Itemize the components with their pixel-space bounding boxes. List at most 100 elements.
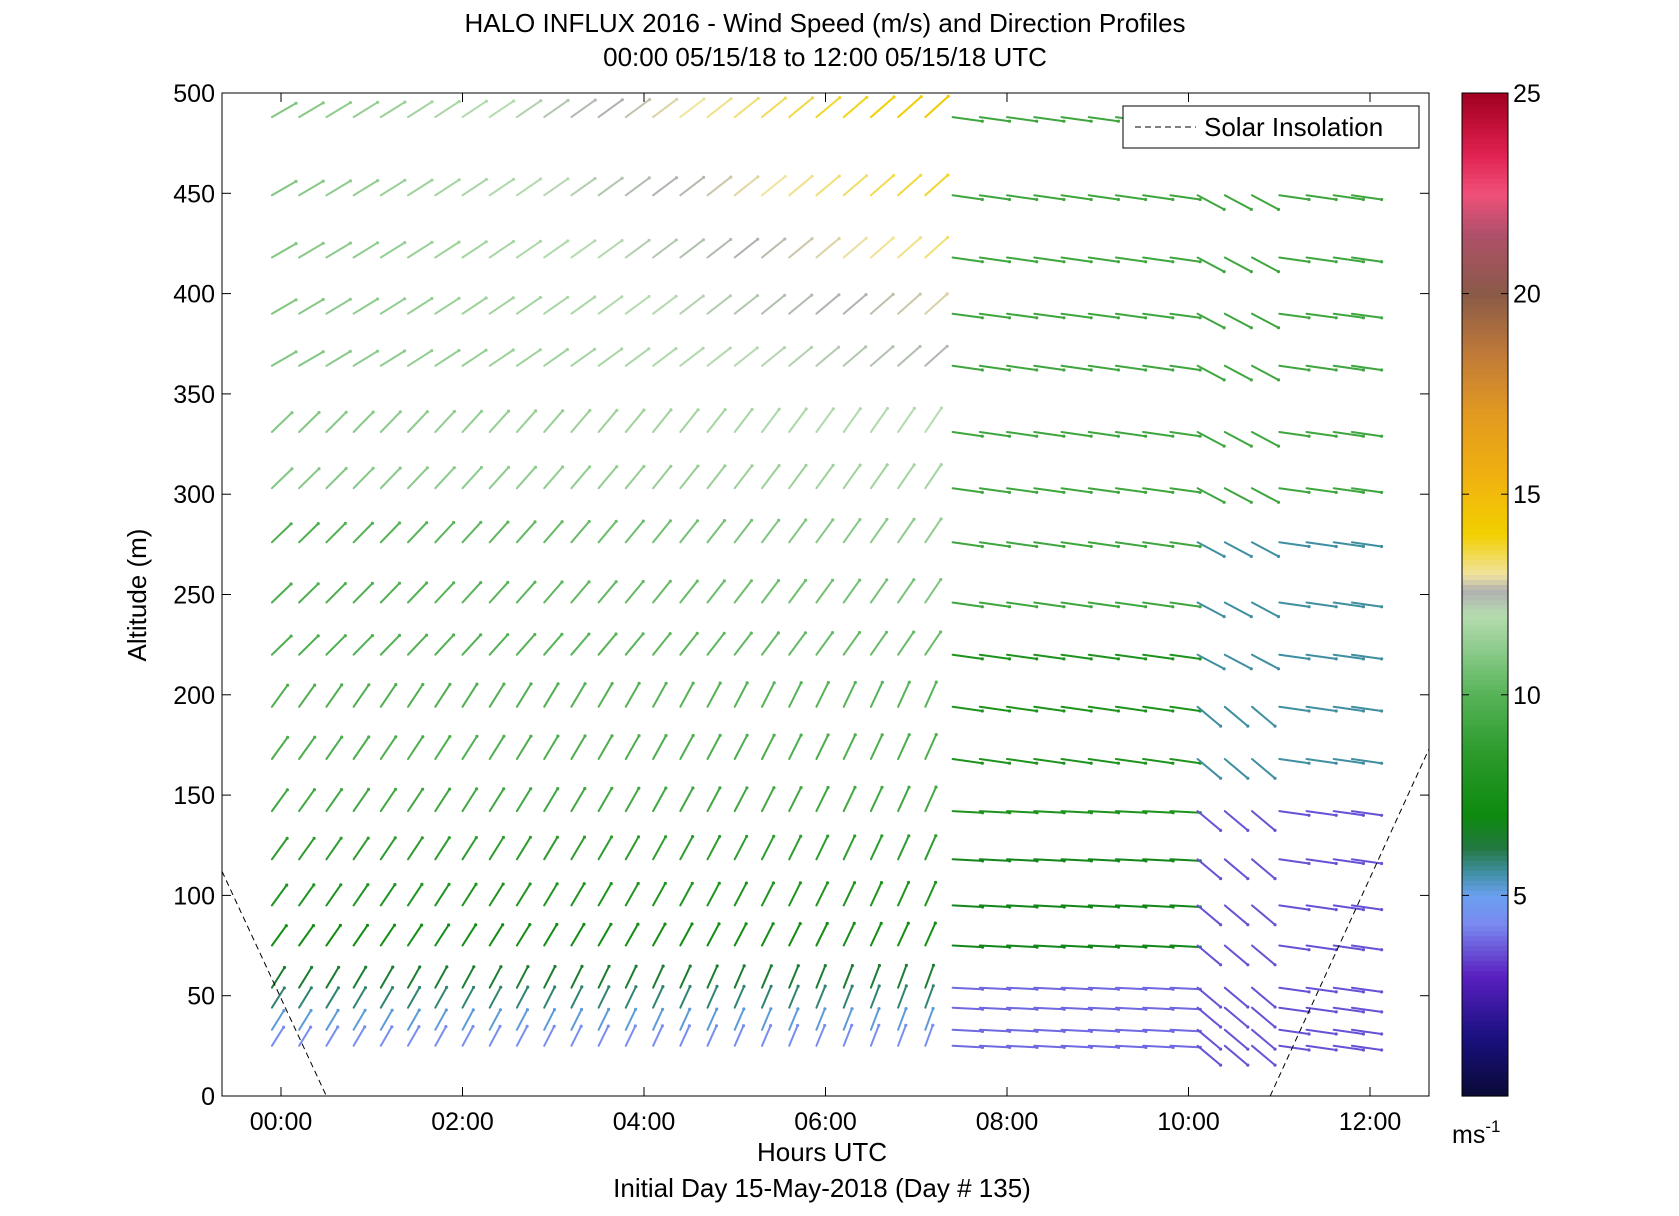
wind-vector-tip [756, 175, 760, 179]
wind-vector [352, 986, 367, 1009]
wind-vector-tip [717, 881, 721, 885]
wind-vector [543, 240, 569, 259]
wind-vector-tip [857, 630, 862, 635]
wind-vector-tip [282, 1009, 286, 1013]
wind-vector-tip [393, 883, 397, 887]
colorbar-band [1462, 333, 1508, 340]
wind-vector [679, 965, 692, 989]
wind-vector-tip [1334, 605, 1338, 609]
wind-vector [515, 581, 536, 604]
wind-vector [488, 883, 505, 907]
wind-vector-tip [904, 963, 909, 968]
wind-vector-tip [783, 175, 787, 179]
wind-vector-tip [636, 835, 641, 839]
wind-vector-tip [501, 882, 505, 886]
wind-vector [1350, 541, 1383, 548]
wind-vector-tip [1062, 316, 1066, 320]
wind-vector [978, 944, 1011, 949]
wind-vector [407, 1025, 420, 1047]
wind-vector [597, 1025, 610, 1047]
wind-vector-tip [1089, 368, 1093, 372]
wind-vector-tip [615, 408, 619, 412]
wind-vector [815, 734, 830, 760]
wind-vector-tip [980, 605, 984, 609]
wind-vector-tip [718, 834, 722, 839]
wind-vector-tip [289, 522, 293, 526]
wind-vector [352, 966, 367, 989]
wind-vector [842, 345, 867, 367]
wind-vector-tip [511, 99, 516, 103]
wind-vector [924, 681, 938, 708]
wind-vector-tip [850, 1007, 854, 1011]
colorbar-band [1462, 890, 1508, 896]
wind-vector-tip [321, 350, 325, 354]
wind-vector [897, 1024, 907, 1047]
wind-vector-tip [448, 787, 452, 791]
y-tick-label: 500 [173, 80, 215, 108]
wind-vector [679, 347, 705, 367]
colorbar-band [1462, 248, 1508, 255]
wind-vector [1006, 986, 1038, 991]
wind-vector-tip [906, 880, 911, 885]
wind-vector-tip [796, 1023, 800, 1028]
wind-vector-tip [728, 294, 733, 298]
wind-vector-tip [809, 345, 814, 349]
wind-vector-tip [1334, 861, 1338, 866]
wind-vector-tip [294, 101, 298, 105]
wind-vector [1332, 431, 1365, 438]
wind-vector-tip [425, 521, 429, 525]
wind-vector-tip [661, 964, 665, 968]
colorbar-band [1462, 1045, 1508, 1052]
wind-vector [461, 297, 488, 315]
wind-vector-tip [1116, 709, 1120, 713]
wind-vector-tip [1307, 605, 1311, 609]
wind-vector-tip [499, 965, 503, 969]
colorbar-band [1462, 1040, 1508, 1047]
wind-vector-tip [718, 786, 722, 790]
wind-vector-tip [321, 297, 325, 302]
wind-vector [869, 345, 894, 367]
wind-vector [1006, 541, 1038, 548]
colorbar-band [1462, 980, 1508, 987]
wind-vector-tip [804, 518, 808, 522]
y-tick-label: 300 [173, 481, 215, 509]
wind-vector [1006, 758, 1038, 765]
wind-vector-tip [417, 1025, 421, 1029]
wind-vector-tip [1222, 667, 1226, 671]
legend-entry-solar-insolation: Solar Insolation [1204, 112, 1383, 142]
wind-vector [842, 464, 862, 490]
wind-vector-tip [745, 834, 749, 839]
wind-vector-tip [912, 406, 917, 410]
wind-vector [352, 350, 379, 367]
wind-vector [325, 298, 352, 315]
wind-vector [761, 579, 780, 604]
wind-vector [815, 293, 840, 315]
wind-vector-tip [1276, 554, 1281, 559]
wind-vector-tip [980, 709, 984, 713]
colorbar-band [1462, 188, 1508, 194]
wind-vector [897, 631, 915, 656]
wind-vector-tip [375, 297, 380, 301]
wind-vector-tip [511, 239, 515, 244]
wind-vector-tip [934, 785, 938, 789]
wind-vector-tip [750, 407, 754, 411]
wind-vector [706, 922, 720, 947]
wind-vector-tip [750, 518, 754, 523]
wind-vector [461, 735, 478, 760]
wind-vector-tip [1222, 500, 1226, 504]
wind-vector [434, 735, 451, 760]
wind-vector-tip [1089, 119, 1093, 123]
wind-vector-tip [1198, 316, 1202, 320]
wind-vector-tip [1171, 544, 1175, 549]
wind-vector-tip [669, 464, 673, 468]
wind-vector [924, 984, 935, 1009]
colorbar-band [1462, 1070, 1508, 1077]
wind-vector [488, 836, 505, 861]
wind-vector-tip [756, 96, 760, 100]
wind-vector-tip [556, 734, 560, 738]
wind-vector-tip [980, 197, 984, 202]
wind-vector [488, 735, 505, 760]
wind-vector [842, 96, 868, 119]
colorbar-band [1462, 599, 1508, 606]
